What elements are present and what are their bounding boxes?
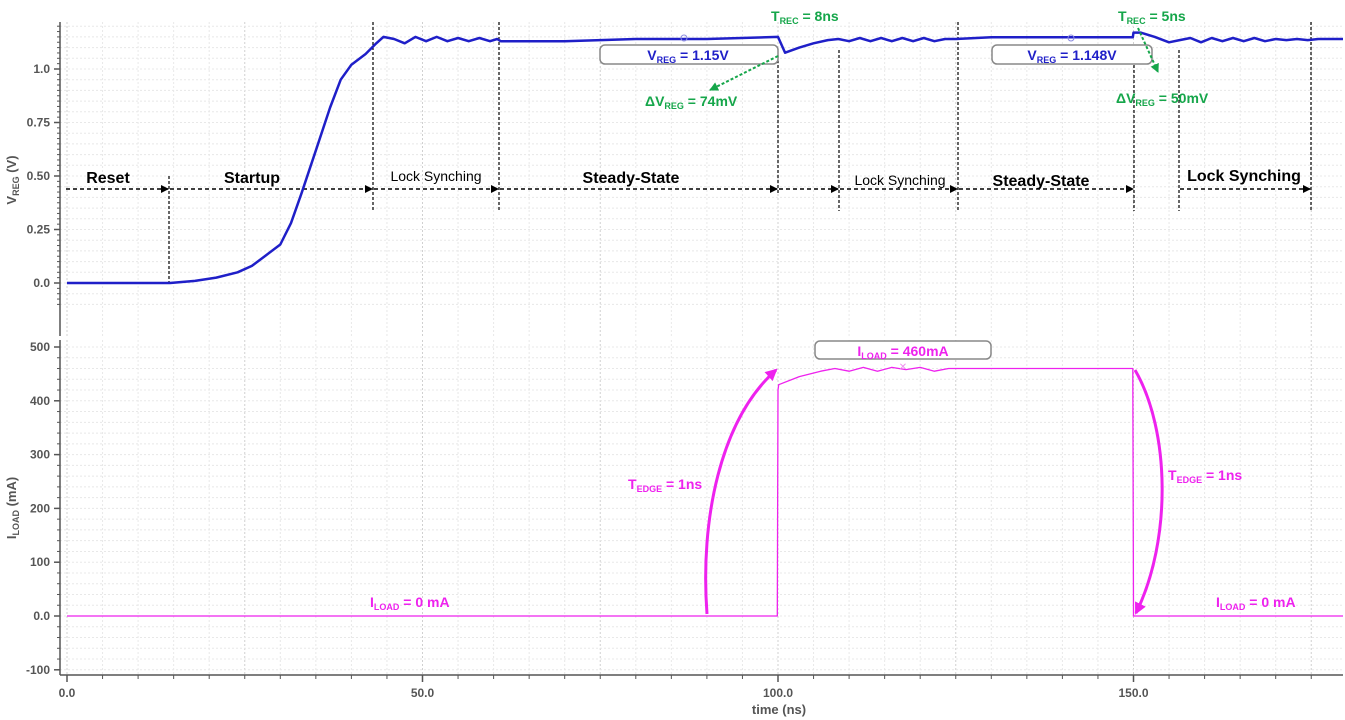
vreg-annotation-2-box (991, 44, 1153, 65)
vreg-marker-2 (1067, 34, 1075, 42)
phase-label-lock-3: Lock Synching (1187, 168, 1301, 185)
y-tick-label: 1.0 (33, 62, 50, 76)
phase-label-steady-2: Steady-State (993, 173, 1090, 190)
phase-label-reset: Reset (86, 170, 130, 187)
tedge-arrow-1 (704, 368, 778, 615)
vreg-annotation-1-text: VREG = 1.15V (647, 47, 729, 65)
vreg-annotation-2: VREG = 1.148V (991, 34, 1153, 65)
vreg-annotation-1-box (599, 44, 779, 65)
bottom-plot-grid (60, 340, 1343, 675)
y-tick-label: 300 (30, 448, 50, 462)
y-tick-label: 0.0 (33, 609, 50, 623)
y-tick-label: -100 (26, 663, 50, 677)
iload-low-annotation-1: ILOAD = 0 mA (370, 594, 450, 612)
dvreg-arrow-2 (1137, 27, 1159, 73)
phase-dividers (168, 22, 1312, 284)
dvreg-annotation-1: ΔVREG = 74mV (645, 93, 738, 111)
dvreg-arrow-1 (709, 55, 779, 91)
y-tick-label: 200 (30, 501, 50, 515)
phase-label-lock-1: Lock Synching (390, 168, 481, 184)
top-plot-grid (60, 22, 1343, 336)
iload-series-line (67, 366, 1343, 617)
bottom-y-ticks: -100 0.0 100 200 300 400 500 (26, 340, 60, 677)
iload-marker: ✕ (899, 362, 907, 373)
y-tick-label: 0.25 (27, 223, 51, 237)
x-tick-label: 0.0 (59, 686, 76, 700)
x-axis-title: time (ns) (752, 702, 806, 717)
vreg-annotation-2-text: VREG = 1.148V (1027, 47, 1117, 65)
vreg-annotation-1: VREG = 1.15V (599, 34, 779, 65)
dvreg-annotation-2: ΔVREG = 50mV (1116, 90, 1209, 108)
iload-high-box (814, 340, 992, 360)
iload-low-annotation-2: ILOAD = 0 mA (1216, 594, 1296, 612)
y-tick-label: 500 (30, 340, 50, 354)
x-tick-label: 100.0 (763, 686, 793, 700)
y-tick-label: 0.50 (27, 169, 51, 183)
y-tick-label: 0.75 (27, 116, 51, 130)
iload-high-text: ILOAD = 460mA (857, 343, 948, 361)
iload-high-annotation: ILOAD = 460mA ✕ (814, 340, 992, 373)
top-y-ticks: 0.0 0.25 0.50 0.75 1.0 (27, 25, 60, 305)
top-y-axis-title: VREG (V) (4, 155, 21, 204)
y-tick-label: 400 (30, 394, 50, 408)
phase-label-steady-1: Steady-State (583, 170, 680, 187)
phase-label-lock-2: Lock Synching (854, 172, 945, 188)
bottom-y-axis-title: ILOAD (mA) (4, 477, 21, 539)
x-tick-label: 150.0 (1118, 686, 1148, 700)
x-ticks: 0.0 50.0 100.0 150.0 (59, 675, 1312, 700)
tedge-arrow-2 (1133, 369, 1164, 615)
tedge-annotation-1: TEDGE = 1ns (628, 476, 702, 494)
tedge-annotation-2: TEDGE = 1ns (1168, 467, 1242, 485)
y-tick-label: 100 (30, 555, 50, 569)
vreg-series-line (67, 31, 1343, 285)
trec-annotation-1: TREC = 8ns (771, 8, 839, 26)
x-tick-label: 50.0 (411, 686, 435, 700)
phase-label-startup: Startup (224, 170, 280, 187)
y-tick-label: 0.0 (33, 276, 50, 290)
trec-annotation-2: TREC = 5ns (1118, 8, 1186, 26)
vreg-marker-1 (680, 34, 688, 42)
